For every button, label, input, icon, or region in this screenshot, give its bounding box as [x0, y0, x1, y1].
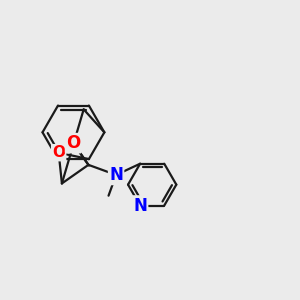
Text: N: N — [133, 196, 147, 214]
Text: N: N — [109, 166, 123, 184]
Text: O: O — [66, 134, 80, 152]
Text: O: O — [52, 145, 65, 160]
